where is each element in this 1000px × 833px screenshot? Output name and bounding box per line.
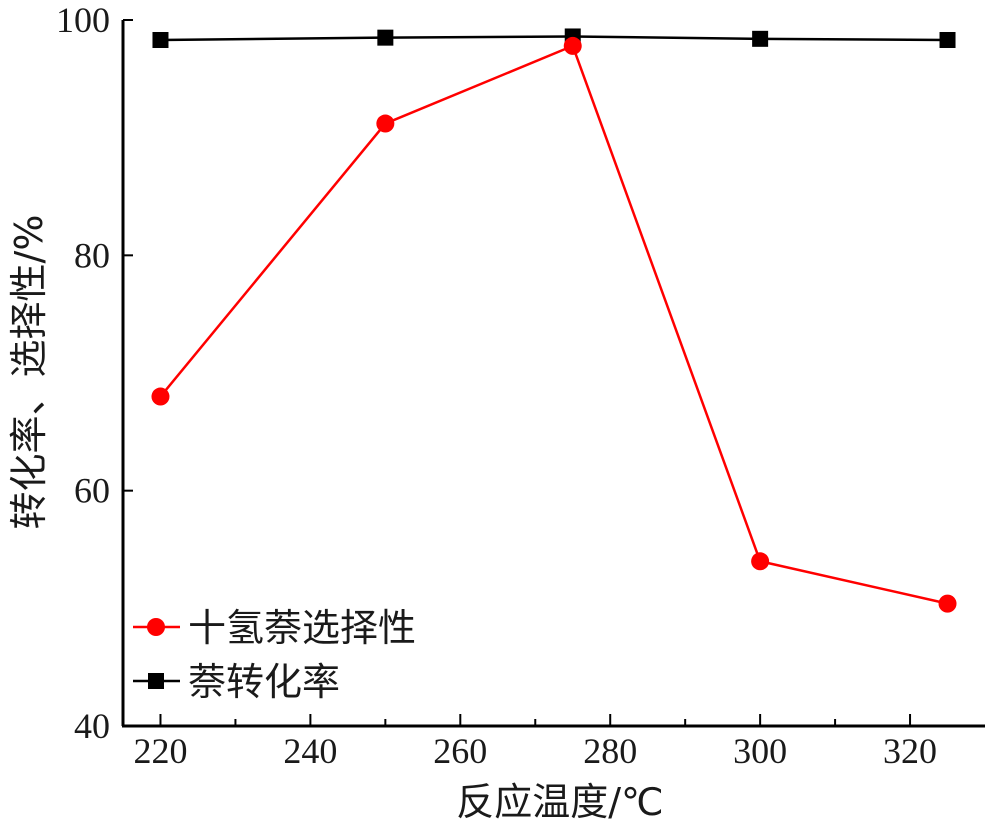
x-axis-title: 反应温度/℃ [456,780,663,824]
legend-label-conversion: 萘转化率 [188,660,340,704]
y-tick-label: 80 [74,235,110,275]
y-tick-label: 60 [74,471,110,511]
data-point-conversion [152,32,169,49]
series-line-selectivity [159,44,948,605]
x-tick-label: 320 [883,731,937,771]
data-point-selectivity [563,36,582,55]
x-tick-label: 220 [133,731,187,771]
x-tick-label: 260 [433,731,487,771]
x-tick-label: 280 [583,731,637,771]
x-tick-label: 240 [283,731,337,771]
series-line-conversion [160,35,948,42]
legend-label-selectivity: 十氢萘选择性 [188,606,416,650]
legend-marker-conversion [148,673,164,689]
plot-area: 220 240 260 280 300 320 40 60 80 100 [56,0,985,771]
y-axis-title: 转化率、选择性/% [7,215,51,530]
data-point-selectivity [376,114,395,133]
legend-marker-selectivity [147,618,165,636]
legend: 十氢萘选择性 萘转化率 [133,606,416,704]
data-point-conversion [939,32,956,49]
data-point-conversion [752,30,769,47]
y-axis-ticks: 40 60 80 100 [56,0,133,746]
data-point-conversion [377,29,394,46]
x-axis-ticks: 220 240 260 280 300 320 [133,714,937,771]
x-tick-label: 300 [733,731,787,771]
data-point-selectivity [151,387,170,406]
y-tick-label: 40 [74,706,110,746]
data-point-selectivity [751,552,770,571]
series-layer [151,28,957,613]
data-point-selectivity [938,594,957,613]
y-tick-label: 100 [56,0,110,40]
